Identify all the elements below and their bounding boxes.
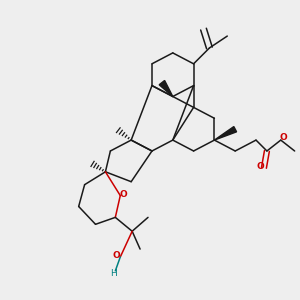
Polygon shape xyxy=(214,127,237,140)
Text: O: O xyxy=(256,162,264,171)
Text: H: H xyxy=(110,269,117,278)
Polygon shape xyxy=(159,80,173,97)
Text: O: O xyxy=(280,133,288,142)
Text: O: O xyxy=(112,250,120,260)
Text: O: O xyxy=(119,190,127,199)
